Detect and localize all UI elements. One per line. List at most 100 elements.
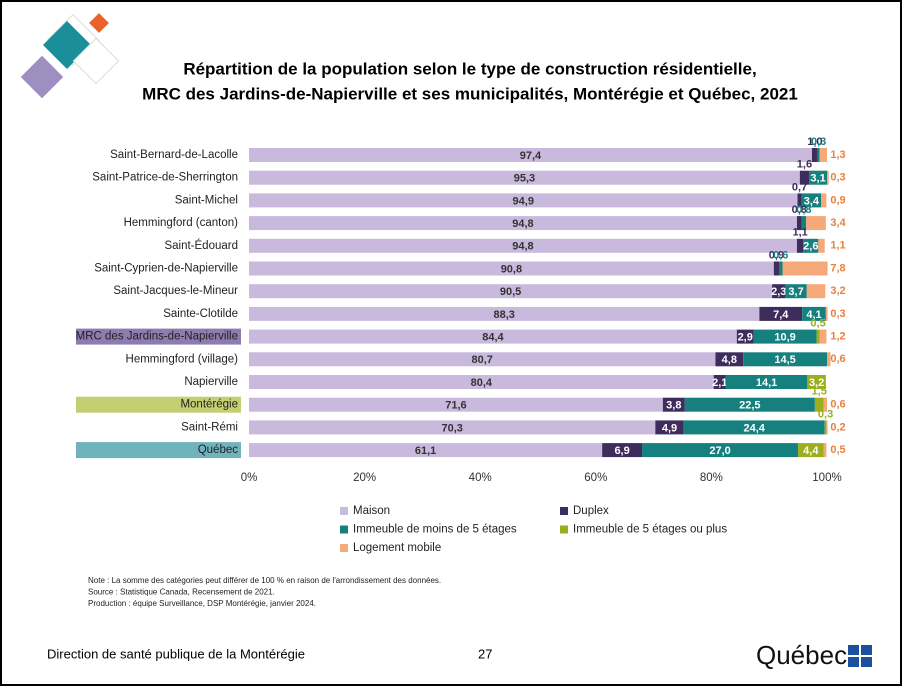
legend-swatch	[340, 544, 348, 552]
value-label: 0,9	[830, 194, 845, 206]
bar-segment	[827, 170, 829, 185]
value-label: 1,3	[830, 149, 845, 161]
value-label: 3,2	[830, 285, 845, 297]
bar-segment	[725, 375, 808, 389]
value-label: 2,3	[771, 286, 786, 298]
bar-segment	[249, 329, 737, 344]
category-label: Saint-Cyprien-de-Napierville	[94, 263, 238, 275]
legend-label: Immeuble de 5 étages ou plus	[573, 524, 727, 536]
value-label: 94,9	[513, 195, 534, 207]
bar-segment	[249, 238, 797, 253]
legend-label: Maison	[353, 505, 390, 517]
note: Source : Statistique Canada, Recensement…	[88, 588, 275, 597]
value-label: 0,7	[792, 181, 807, 193]
value-label: 0,8	[792, 204, 807, 216]
value-label: 3,2	[809, 377, 824, 389]
bar-segment	[801, 216, 807, 231]
legend-swatch	[560, 507, 568, 515]
bar-segment	[814, 397, 824, 412]
category-label: Québec	[198, 444, 239, 456]
bar-segment	[779, 261, 783, 276]
bar-segment	[743, 352, 827, 367]
note: Production : équipe Surveillance, DSP Mo…	[88, 599, 316, 608]
category-label: Sainte-Clotilde	[163, 308, 238, 320]
bar-segment	[796, 216, 802, 231]
bar-segment	[817, 148, 820, 162]
bar-segment	[811, 148, 818, 162]
logo-flag	[848, 645, 872, 667]
legend-label: Immeuble de moins de 5 étages	[353, 524, 517, 536]
bar-segment	[802, 306, 826, 321]
bar-segment	[809, 170, 827, 185]
bar-segment	[801, 193, 822, 208]
bar-segment	[249, 352, 716, 367]
value-label: 1,1	[792, 227, 807, 239]
footer-organization: Direction de santé publique de la Montér…	[47, 646, 305, 661]
logo-text: Québec	[756, 640, 847, 670]
bar-segment	[249, 284, 773, 299]
bar-segment	[824, 420, 827, 435]
value-label: 14,1	[756, 377, 777, 389]
value-label: 0,6	[773, 249, 788, 261]
category-label: Hemmingford (canton)	[124, 217, 239, 229]
value-label: 2,9	[738, 332, 753, 344]
note: Note : La somme des catégories peut diff…	[88, 576, 441, 585]
value-label: 70,3	[441, 422, 462, 434]
value-label: 88,3	[493, 309, 514, 321]
legend-swatch	[340, 525, 348, 534]
value-label: 3,4	[804, 195, 820, 207]
category-label: Hemmingford (village)	[126, 353, 239, 365]
value-label: 0,5	[830, 444, 845, 456]
x-tick-label: 0%	[241, 472, 258, 484]
bar-segment	[799, 170, 810, 185]
value-label: 0,2	[830, 421, 845, 433]
value-label: 3,1	[810, 173, 825, 185]
category-label: Napierville	[184, 376, 238, 388]
bar-segment	[821, 193, 827, 208]
category-label: Saint-Patrice-de-Sherrington	[92, 172, 238, 184]
x-tick-label: 80%	[700, 472, 723, 484]
value-label: 0,8	[796, 204, 811, 216]
bar-segment	[773, 261, 780, 276]
bar-segment	[684, 397, 815, 412]
bar-segment	[249, 193, 798, 208]
bar-segment	[806, 284, 826, 299]
value-label: 0,6	[830, 399, 845, 411]
x-tick-label: 40%	[469, 472, 492, 484]
category-highlight	[76, 442, 241, 459]
value-label: 4,4	[803, 445, 819, 457]
legend-swatch	[560, 525, 568, 534]
legend-label: Duplex	[573, 505, 609, 517]
bar-segment	[797, 193, 802, 208]
bar-segment	[827, 352, 831, 367]
value-label: 0,3	[830, 172, 845, 184]
value-label: 1,2	[830, 331, 845, 343]
bar-segment	[662, 397, 685, 412]
legend-label: Logement mobile	[353, 542, 441, 554]
bar-segment	[759, 306, 803, 321]
category-label: MRC des Jardins-de-Napierville	[76, 331, 238, 343]
bar-segment	[796, 238, 804, 253]
chart-subtitle: MRC des Jardins-de-Napierville et ses mu…	[142, 84, 798, 103]
value-label: 0,3	[811, 136, 826, 148]
value-label: 61,1	[415, 445, 436, 457]
value-label: 3,7	[788, 286, 803, 298]
bar-segment	[655, 420, 684, 435]
value-label: 7,4	[773, 309, 789, 321]
bar-segment	[823, 443, 827, 458]
value-label: 94,8	[512, 241, 533, 253]
category-label: Montérégie	[180, 399, 238, 411]
bar-segment	[249, 170, 800, 185]
bar-segment	[816, 329, 820, 344]
x-tick-label: 20%	[353, 472, 376, 484]
value-label: 7,8	[830, 262, 845, 274]
bar-segment	[782, 261, 828, 276]
bar-segment	[249, 148, 812, 162]
bar-segment	[713, 375, 726, 389]
bar-segment	[826, 420, 828, 435]
category-label: Saint-Rémi	[181, 421, 238, 433]
bar-segment	[806, 216, 826, 231]
chart-title: Répartition de la population selon le ty…	[183, 59, 756, 78]
value-label: 1,1	[830, 240, 845, 252]
bar-segment	[819, 148, 827, 162]
